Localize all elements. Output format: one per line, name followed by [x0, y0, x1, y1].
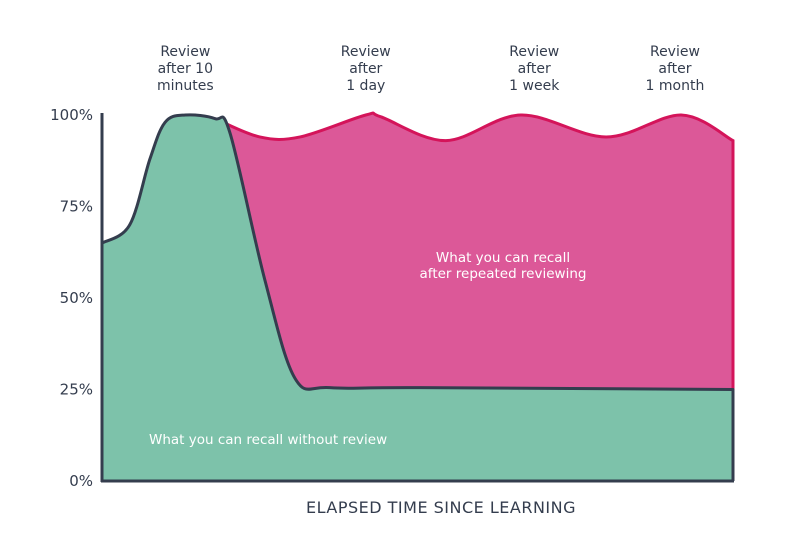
review-annotation: after 10	[158, 61, 213, 77]
review-annotation: Review	[650, 44, 700, 60]
review-annotation: after	[349, 61, 382, 77]
line-without-review	[101, 113, 735, 481]
review-annotation: 1 day	[346, 78, 385, 94]
line-repeated-review	[214, 111, 735, 390]
y-tick-label: 50%	[60, 289, 93, 307]
review-annotation: Review	[509, 44, 559, 60]
review-annotation: Review	[341, 44, 391, 60]
review-annotation: after	[658, 61, 691, 77]
area-label-repeated-line2: after repeated reviewing	[420, 266, 587, 282]
y-tick-label: 0%	[69, 472, 93, 490]
y-tick-label: 100%	[50, 106, 93, 124]
y-tick-label: 75%	[60, 198, 93, 216]
review-annotation: 1 week	[509, 78, 560, 94]
x-axis-label: ELAPSED TIME SINCE LEARNING	[306, 498, 576, 517]
review-annotation: Review	[160, 44, 210, 60]
review-annotation: 1 month	[646, 78, 705, 94]
review-annotation: minutes	[157, 78, 214, 94]
area-label-without-review: What you can recall without review	[149, 432, 387, 448]
review-annotation: after	[518, 61, 551, 77]
y-tick-label: 25%	[60, 381, 93, 399]
area-label-repeated-line1: What you can recall	[436, 250, 570, 266]
